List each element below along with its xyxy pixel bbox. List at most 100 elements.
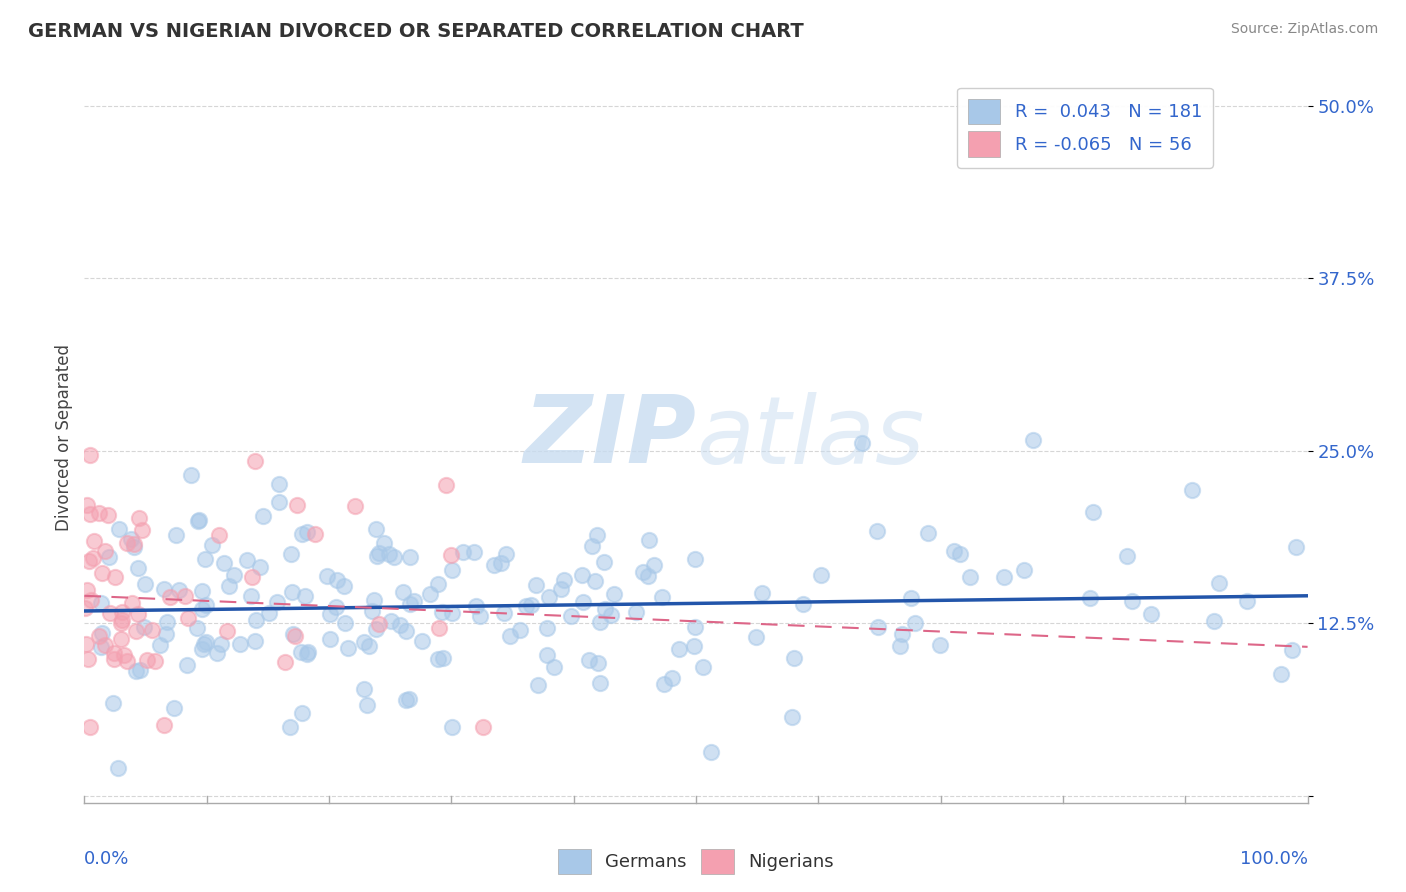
Point bbox=[252, 508, 274, 523]
Point bbox=[112, 648, 135, 663]
Text: GERMAN VS NIGERIAN DIVORCED OR SEPARATED CORRELATION CHART: GERMAN VS NIGERIAN DIVORCED OR SEPARATED… bbox=[28, 22, 804, 41]
Point bbox=[592, 555, 614, 569]
Point bbox=[266, 595, 288, 609]
Point bbox=[333, 579, 356, 593]
Point bbox=[468, 609, 491, 624]
Point bbox=[427, 621, 450, 635]
Point bbox=[103, 652, 125, 666]
Point bbox=[638, 533, 661, 548]
Point bbox=[353, 681, 375, 696]
Point bbox=[356, 698, 378, 712]
Point bbox=[411, 633, 433, 648]
Point bbox=[315, 568, 337, 582]
Text: atlas: atlas bbox=[696, 392, 924, 483]
Point bbox=[136, 653, 159, 667]
Point bbox=[110, 605, 132, 619]
Point bbox=[509, 623, 531, 637]
Point bbox=[120, 532, 142, 546]
Point bbox=[115, 535, 138, 549]
Point bbox=[294, 589, 316, 603]
Point bbox=[97, 550, 120, 565]
Point bbox=[201, 538, 224, 552]
Point bbox=[153, 582, 176, 596]
Point bbox=[243, 454, 266, 468]
Point bbox=[243, 633, 266, 648]
Text: 100.0%: 100.0% bbox=[1240, 850, 1308, 868]
Point bbox=[77, 652, 100, 666]
Point bbox=[571, 568, 593, 582]
Point bbox=[792, 597, 814, 611]
Point bbox=[187, 514, 209, 528]
Point bbox=[780, 710, 803, 724]
Point bbox=[90, 626, 112, 640]
Point bbox=[304, 527, 326, 541]
Point bbox=[851, 435, 873, 450]
Point bbox=[519, 598, 541, 612]
Point bbox=[103, 646, 125, 660]
Point bbox=[685, 551, 707, 566]
Point bbox=[624, 605, 647, 619]
Point bbox=[782, 650, 804, 665]
Point bbox=[550, 582, 572, 596]
Text: ZIP: ZIP bbox=[523, 391, 696, 483]
Point bbox=[284, 629, 307, 643]
Point bbox=[700, 745, 723, 759]
Point bbox=[440, 563, 463, 577]
Point bbox=[82, 551, 104, 566]
Point bbox=[600, 607, 623, 622]
Point bbox=[366, 549, 388, 563]
Point bbox=[440, 549, 463, 563]
Point bbox=[1081, 505, 1104, 519]
Point bbox=[217, 624, 239, 638]
Point bbox=[1270, 667, 1292, 681]
Point bbox=[1208, 576, 1230, 591]
Point bbox=[451, 545, 474, 559]
Point bbox=[190, 642, 212, 657]
Point bbox=[398, 597, 420, 611]
Point bbox=[464, 599, 486, 614]
Point bbox=[111, 613, 134, 627]
Point bbox=[515, 599, 537, 613]
Point bbox=[463, 544, 485, 558]
Point bbox=[495, 547, 517, 561]
Point bbox=[94, 638, 117, 652]
Point bbox=[229, 637, 252, 651]
Point bbox=[917, 525, 939, 540]
Text: Source: ZipAtlas.com: Source: ZipAtlas.com bbox=[1230, 22, 1378, 37]
Point bbox=[633, 565, 655, 579]
Point bbox=[224, 568, 246, 582]
Point bbox=[581, 540, 603, 554]
Point bbox=[295, 647, 318, 661]
Point bbox=[143, 654, 166, 668]
Point bbox=[127, 607, 149, 622]
Point bbox=[319, 607, 342, 621]
Point bbox=[107, 761, 129, 775]
Point bbox=[643, 558, 665, 572]
Point bbox=[318, 632, 340, 646]
Point bbox=[278, 720, 301, 734]
Point bbox=[353, 635, 375, 649]
Point bbox=[325, 600, 347, 615]
Point bbox=[94, 544, 117, 558]
Point bbox=[536, 621, 558, 635]
Point bbox=[191, 602, 214, 616]
Point bbox=[134, 577, 156, 591]
Point bbox=[80, 592, 103, 607]
Point bbox=[589, 676, 612, 690]
Point bbox=[283, 627, 305, 641]
Point bbox=[368, 546, 391, 560]
Point bbox=[195, 634, 218, 648]
Point bbox=[527, 677, 550, 691]
Point bbox=[188, 513, 211, 527]
Point bbox=[267, 495, 290, 509]
Point bbox=[536, 648, 558, 663]
Point bbox=[89, 506, 111, 520]
Point bbox=[494, 607, 516, 621]
Point bbox=[122, 537, 145, 551]
Point bbox=[90, 640, 112, 654]
Point bbox=[668, 642, 690, 657]
Point bbox=[373, 536, 395, 550]
Point bbox=[585, 574, 607, 588]
Point bbox=[125, 665, 148, 679]
Point bbox=[193, 637, 215, 651]
